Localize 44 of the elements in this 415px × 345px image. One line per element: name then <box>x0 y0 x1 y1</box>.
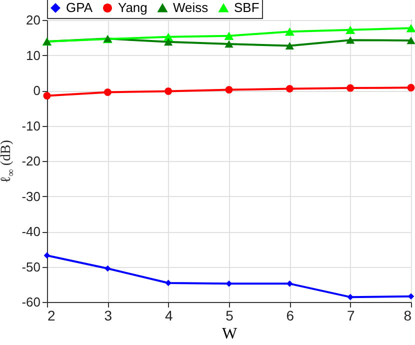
x-axis-title: W <box>222 326 238 342</box>
x-tick-label: 7 <box>346 308 355 324</box>
y-tick-label: 0 <box>33 83 40 98</box>
point <box>285 42 294 50</box>
point <box>164 87 172 95</box>
y-tick-label: -60 <box>22 294 40 310</box>
point <box>44 252 50 259</box>
point <box>104 265 111 272</box>
legend-label: GPA <box>66 0 93 15</box>
y-tick-label: -10 <box>22 118 40 134</box>
y-tick-label: -30 <box>22 188 40 204</box>
y-tick-label: 10 <box>26 48 40 63</box>
point <box>407 84 415 92</box>
point <box>164 38 173 46</box>
point <box>408 293 414 300</box>
point <box>224 40 234 48</box>
point <box>225 86 233 94</box>
legend-label: SBF <box>234 0 260 16</box>
point <box>43 92 51 100</box>
legend-label: Yang <box>118 0 148 15</box>
x-tick-label: 8 <box>404 308 412 324</box>
point <box>346 36 355 44</box>
point <box>406 24 415 32</box>
point <box>286 84 294 92</box>
y-tick-label: -50 <box>22 259 40 274</box>
y-tick-label: -40 <box>22 224 40 239</box>
point <box>346 26 356 34</box>
point <box>406 36 415 44</box>
point <box>346 84 354 92</box>
point <box>165 280 172 286</box>
point <box>224 32 234 40</box>
point <box>104 88 112 96</box>
legend-label: Weiss <box>173 0 209 16</box>
point <box>284 28 294 36</box>
x-tick-label: 4 <box>164 308 173 324</box>
x-tick-label: 3 <box>104 308 112 324</box>
y-tick-label: 20 <box>26 12 40 28</box>
y-tick-label: -20 <box>22 154 40 168</box>
x-tick-label: 6 <box>286 308 294 324</box>
point <box>286 280 293 287</box>
point <box>347 294 354 300</box>
point <box>226 280 232 287</box>
x-tick-label: 5 <box>226 308 234 324</box>
x-tick-label: 2 <box>48 308 56 324</box>
